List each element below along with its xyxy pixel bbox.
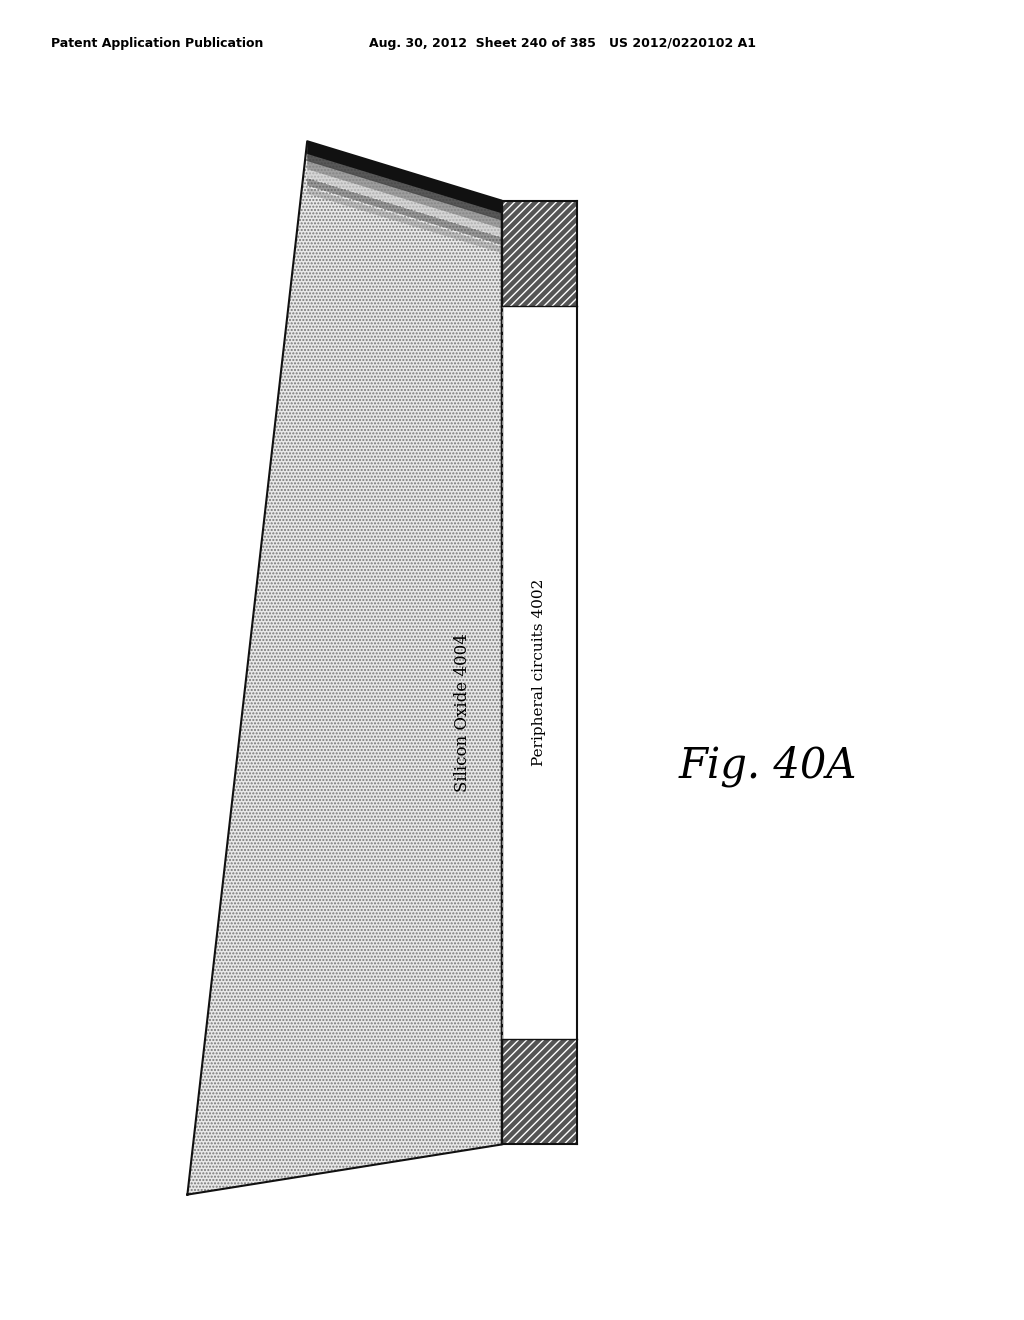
Text: Patent Application Publication: Patent Application Publication <box>51 37 263 50</box>
Polygon shape <box>307 187 502 253</box>
Polygon shape <box>307 141 502 214</box>
Polygon shape <box>502 201 577 306</box>
Text: Silicon Oxide 4004: Silicon Oxide 4004 <box>455 632 471 792</box>
Polygon shape <box>307 150 502 220</box>
Text: Peripheral circuits 4002: Peripheral circuits 4002 <box>532 579 546 766</box>
Polygon shape <box>502 1039 577 1144</box>
Polygon shape <box>307 169 502 236</box>
Text: Fig. 40A: Fig. 40A <box>679 744 857 787</box>
Polygon shape <box>307 160 502 228</box>
Polygon shape <box>307 178 502 246</box>
Bar <box>502 306 577 1039</box>
Polygon shape <box>187 141 502 1195</box>
Text: Aug. 30, 2012  Sheet 240 of 385   US 2012/0220102 A1: Aug. 30, 2012 Sheet 240 of 385 US 2012/0… <box>369 37 756 50</box>
